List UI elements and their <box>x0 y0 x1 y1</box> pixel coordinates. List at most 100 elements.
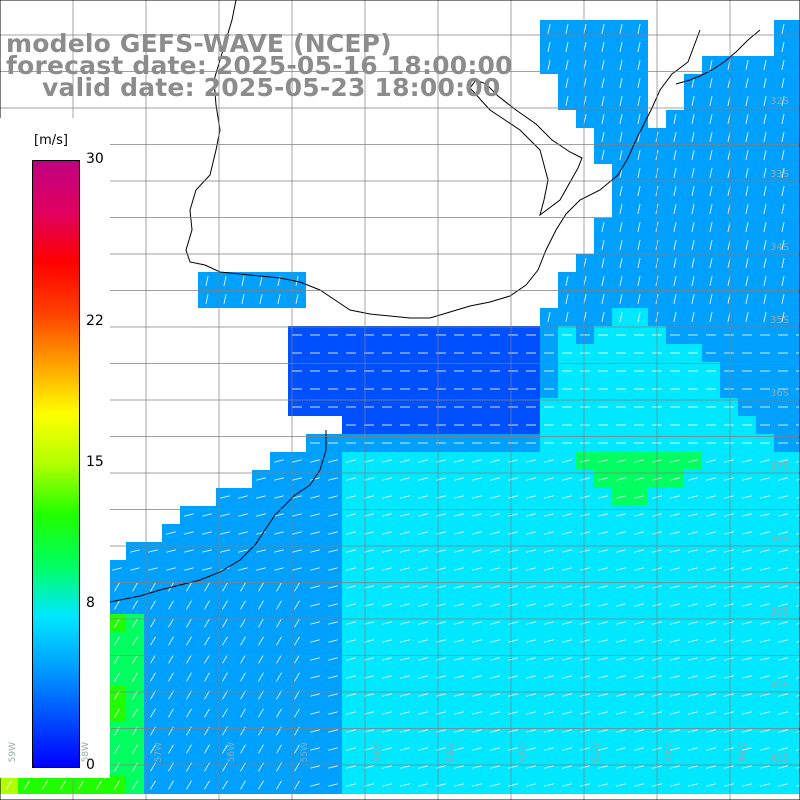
wind-arrow <box>132 726 138 736</box>
wind-arrow <box>472 531 482 535</box>
wind-arrow <box>472 729 482 733</box>
wind-arrow <box>634 567 644 571</box>
wind-arrow <box>637 222 641 232</box>
wind-arrow <box>346 729 356 733</box>
wind-arrow <box>601 24 605 34</box>
field-cell <box>792 92 800 110</box>
wind-arrow <box>688 567 698 571</box>
wind-arrow <box>186 672 192 682</box>
latitude-label: 41S <box>770 753 790 764</box>
wind-arrow <box>276 762 282 772</box>
wind-arrow <box>580 585 590 589</box>
wind-arrow <box>186 654 192 664</box>
wind-arrow <box>400 513 410 517</box>
wind-arrow <box>742 639 752 643</box>
wind-arrow <box>724 549 734 553</box>
wind-arrow <box>240 780 246 790</box>
wind-arrow <box>454 459 464 463</box>
wind-arrow <box>382 765 392 769</box>
wind-arrow <box>580 639 590 643</box>
wind-arrow <box>328 729 338 733</box>
wind-arrow <box>763 186 767 196</box>
wind-arrow <box>472 711 482 715</box>
wind-arrow <box>202 531 212 535</box>
wind-arrow <box>310 513 320 517</box>
wind-arrow <box>276 618 282 628</box>
wind-arrow <box>691 312 695 322</box>
wind-arrow <box>490 477 500 481</box>
wind-arrow <box>418 729 428 733</box>
wind-arrow <box>724 459 734 463</box>
wind-arrow <box>616 585 626 589</box>
wind-arrow <box>673 222 677 232</box>
wind-arrow <box>294 762 300 772</box>
wind-arrow <box>276 708 282 718</box>
wind-arrow <box>274 459 284 463</box>
field-cell <box>792 668 800 686</box>
latitude-label: 35S <box>770 315 790 326</box>
wind-arrow <box>294 600 300 610</box>
wind-arrow <box>400 675 410 679</box>
wind-arrow <box>222 744 228 754</box>
wind-arrow <box>508 765 518 769</box>
wind-arrow <box>724 495 734 499</box>
wind-arrow <box>598 693 608 697</box>
wind-arrow <box>670 531 680 535</box>
wind-arrow <box>328 531 338 535</box>
wind-arrow <box>294 618 300 628</box>
wind-arrow <box>364 729 374 733</box>
wind-arrow <box>400 585 410 589</box>
wind-arrow <box>580 477 590 481</box>
wind-arrow <box>796 586 800 589</box>
wind-arrow <box>778 657 788 661</box>
wind-arrow <box>709 204 713 214</box>
wind-arrow <box>565 294 569 304</box>
wind-arrow <box>418 603 428 607</box>
wind-arrow <box>168 762 174 772</box>
wind-arrow <box>724 765 734 769</box>
wind-arrow <box>796 460 800 463</box>
wind-arrow <box>114 780 120 790</box>
wind-arrow <box>706 747 716 751</box>
field-cell <box>792 290 800 308</box>
field-cell <box>792 650 800 668</box>
wind-arrow <box>673 168 677 178</box>
wind-arrow <box>706 729 716 733</box>
wind-arrow <box>724 603 734 607</box>
wind-arrow <box>745 150 749 160</box>
wind-arrow <box>112 567 122 571</box>
valid-date: valid date: 2025-05-23 18:00:00 <box>42 73 501 102</box>
wind-arrow <box>400 459 410 463</box>
wind-arrow <box>544 567 554 571</box>
wind-arrow <box>616 639 626 643</box>
wind-arrow <box>294 744 300 754</box>
wind-arrow <box>526 549 536 553</box>
forecast-date: forecast date: 2025-05-16 18:00:00 <box>6 51 513 80</box>
wind-arrow <box>346 711 356 715</box>
wind-arrow <box>598 747 608 751</box>
wind-arrow <box>346 783 356 787</box>
wind-arrow <box>691 222 695 232</box>
field-cell <box>792 722 800 740</box>
wind-arrow <box>637 294 641 304</box>
wind-arrow <box>274 531 284 535</box>
wind-arrow <box>508 513 518 517</box>
wind-arrow <box>670 765 680 769</box>
wind-arrow <box>691 96 695 106</box>
wind-arrow <box>346 693 356 697</box>
wind-arrow <box>619 204 623 214</box>
wind-arrow <box>400 639 410 643</box>
wind-arrow <box>724 747 734 751</box>
wind-arrow <box>454 783 464 787</box>
wind-arrow <box>418 477 428 481</box>
wind-arrow <box>724 675 734 679</box>
wind-arrow <box>673 132 677 142</box>
wind-arrow <box>724 585 734 589</box>
wind-arrow <box>562 621 572 625</box>
wind-arrow <box>745 312 749 322</box>
wind-arrow <box>508 657 518 661</box>
wind-arrow <box>364 459 374 463</box>
latitude-label: 38S <box>770 534 790 545</box>
wind-arrow <box>544 693 554 697</box>
